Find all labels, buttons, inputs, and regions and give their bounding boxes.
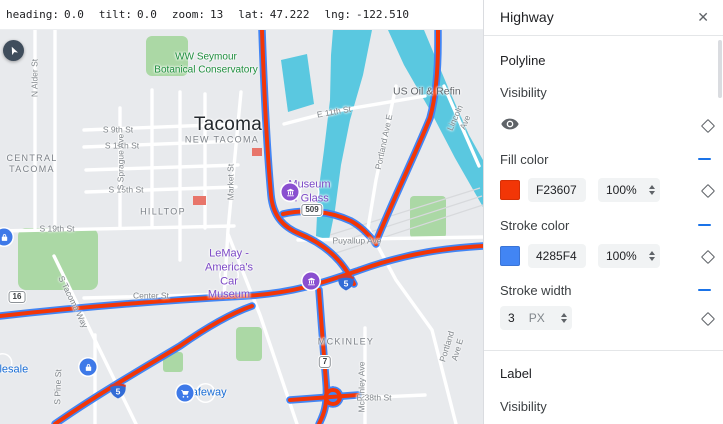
railyard-lines [329,187,483,254]
water-layer [281,30,483,240]
close-icon[interactable]: ✕ [695,7,711,28]
map-canvas[interactable]: Tacoma NEW TACOMA CENTRAL TACOMA HILLTOP… [0,30,483,424]
reset-fill-minus-icon[interactable] [698,158,711,160]
fill-color-swatch[interactable] [500,180,520,200]
fill-hex-input[interactable] [528,178,586,202]
reset-stroke-minus-icon[interactable] [698,224,711,226]
lock-icon[interactable] [79,358,97,376]
reset-width-minus-icon[interactable] [698,289,711,291]
stroke-hex-input[interactable] [528,244,586,268]
status-tilt: tilt: 0.0 [98,8,157,21]
stroke-width-label: Stroke width [500,283,572,298]
stroke-color-label: Stroke color [500,218,570,233]
shopping-cart-icon[interactable] [176,384,194,402]
lock-icon[interactable] [0,228,13,246]
fill-opacity-value: 100% [606,183,637,197]
inheritance-diamond-icon[interactable] [700,249,716,265]
eye-icon [501,118,519,130]
inheritance-diamond-icon[interactable] [700,183,716,199]
fill-opacity-stepper[interactable]: 100% [598,178,660,202]
stroke-width-value: 3 [508,311,515,325]
museum-icon[interactable] [302,272,320,290]
stepper-arrows-icon[interactable] [649,185,655,195]
status-heading: heading: 0.0 [6,8,84,21]
status-bar: heading: 0.0 tilt: 0.0 zoom: 13 lat: 47.222 … [0,0,483,30]
svg-text:5: 5 [116,387,121,397]
svg-text:5: 5 [344,279,349,289]
stroke-color-swatch[interactable] [500,246,520,266]
divider [484,35,723,36]
inheritance-diamond-icon[interactable] [700,311,716,327]
section-title-label: Label [500,366,532,381]
route-shield-509: 509 [301,204,323,216]
panel-scrollbar[interactable] [718,40,722,98]
stepper-arrows-icon[interactable] [649,251,655,261]
street-layer [0,30,483,424]
inheritance-diamond-icon[interactable] [700,118,716,134]
status-zoom: zoom: 13 [171,8,224,21]
stroke-opacity-value: 100% [606,249,637,263]
style-panel: Highway ✕ Polyline Visibility Fill color… [483,0,723,424]
stroke-opacity-stepper[interactable]: 100% [598,244,660,268]
status-lng: lng: -122.510 [324,8,409,21]
compass-control[interactable] [3,40,24,61]
highlighted-buildings [193,148,262,205]
fill-color-label: Fill color [500,152,549,167]
polyline-visibility-label: Visibility [500,85,547,100]
museum-icon[interactable] [281,183,299,201]
stroke-width-stepper[interactable]: 3 PX [500,306,572,330]
label-visibility-label: Visibility [500,399,547,414]
route-shield-i5: 5 [338,273,355,292]
stroke-width-unit: PX [528,311,545,325]
section-title-polyline: Polyline [500,53,546,68]
route-shield-16: 16 [8,291,26,303]
map-base-svg [0,30,483,424]
stepper-arrows-icon[interactable] [561,313,567,323]
route-shield-7: 7 [318,356,332,368]
visibility-eye-button[interactable] [496,112,524,138]
panel-title: Highway [500,9,554,25]
route-shield-i5: 5 [110,381,127,400]
status-lat: lat: 47.222 [238,8,310,21]
divider [484,350,723,351]
highway-fill-layer [0,30,483,424]
